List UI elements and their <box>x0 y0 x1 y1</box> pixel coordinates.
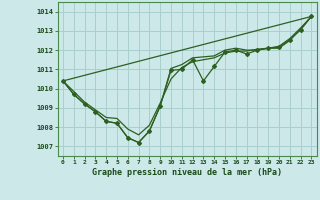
X-axis label: Graphe pression niveau de la mer (hPa): Graphe pression niveau de la mer (hPa) <box>92 168 282 177</box>
